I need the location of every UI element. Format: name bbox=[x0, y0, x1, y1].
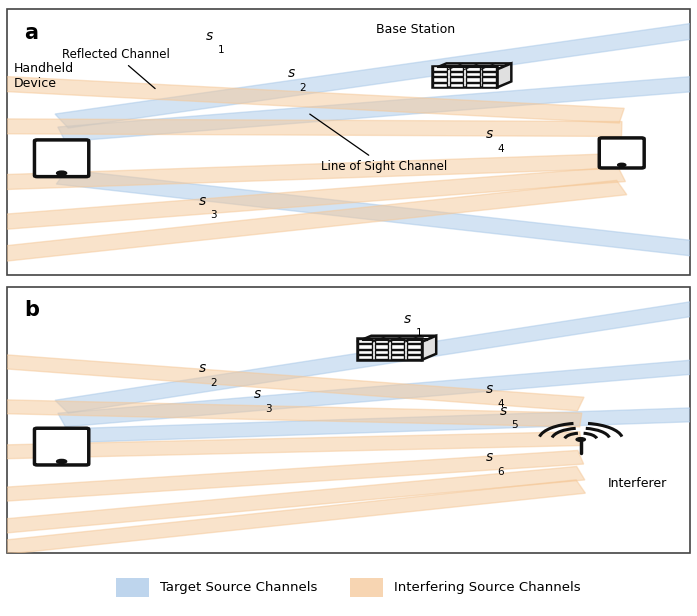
FancyBboxPatch shape bbox=[374, 344, 388, 349]
FancyBboxPatch shape bbox=[358, 349, 372, 354]
Polygon shape bbox=[0, 119, 622, 137]
Text: $s$: $s$ bbox=[485, 128, 494, 141]
Text: $s$: $s$ bbox=[499, 403, 507, 418]
Text: $s$: $s$ bbox=[403, 312, 412, 326]
Polygon shape bbox=[58, 76, 697, 142]
Polygon shape bbox=[55, 23, 697, 128]
Circle shape bbox=[56, 460, 66, 463]
Text: $s$: $s$ bbox=[287, 66, 296, 80]
FancyBboxPatch shape bbox=[450, 83, 464, 87]
FancyBboxPatch shape bbox=[374, 339, 388, 343]
Polygon shape bbox=[0, 180, 627, 261]
Polygon shape bbox=[497, 63, 512, 87]
FancyBboxPatch shape bbox=[43, 146, 81, 168]
FancyBboxPatch shape bbox=[606, 143, 637, 160]
Polygon shape bbox=[55, 302, 697, 413]
FancyBboxPatch shape bbox=[482, 83, 496, 87]
Circle shape bbox=[576, 437, 585, 441]
FancyBboxPatch shape bbox=[358, 344, 372, 349]
Polygon shape bbox=[0, 76, 625, 123]
Polygon shape bbox=[357, 336, 436, 342]
Polygon shape bbox=[0, 167, 625, 229]
Text: 2: 2 bbox=[299, 83, 306, 93]
Text: 6: 6 bbox=[498, 467, 504, 477]
Polygon shape bbox=[0, 153, 623, 190]
FancyBboxPatch shape bbox=[434, 77, 447, 82]
Legend: Target Source Channels, Interfering Source Channels: Target Source Channels, Interfering Sour… bbox=[112, 573, 585, 602]
Text: $s$: $s$ bbox=[485, 450, 494, 464]
FancyBboxPatch shape bbox=[450, 72, 464, 76]
FancyBboxPatch shape bbox=[599, 138, 644, 168]
Text: b: b bbox=[24, 300, 39, 320]
Text: 1: 1 bbox=[217, 46, 224, 55]
Polygon shape bbox=[0, 450, 583, 501]
FancyBboxPatch shape bbox=[407, 344, 420, 349]
Text: $s$: $s$ bbox=[485, 383, 494, 396]
FancyBboxPatch shape bbox=[43, 434, 81, 456]
FancyBboxPatch shape bbox=[407, 355, 420, 359]
FancyBboxPatch shape bbox=[34, 428, 89, 465]
FancyBboxPatch shape bbox=[466, 72, 480, 76]
Circle shape bbox=[618, 163, 626, 166]
Polygon shape bbox=[0, 355, 584, 411]
FancyBboxPatch shape bbox=[466, 83, 480, 87]
Text: Reflected Channel: Reflected Channel bbox=[61, 48, 169, 89]
Text: $s$: $s$ bbox=[198, 361, 207, 375]
Circle shape bbox=[56, 171, 66, 175]
Text: 4: 4 bbox=[498, 144, 504, 154]
FancyBboxPatch shape bbox=[358, 339, 372, 343]
FancyBboxPatch shape bbox=[434, 67, 447, 71]
FancyBboxPatch shape bbox=[482, 72, 496, 76]
FancyBboxPatch shape bbox=[482, 77, 496, 82]
Text: 3: 3 bbox=[210, 211, 217, 221]
FancyBboxPatch shape bbox=[466, 67, 480, 71]
FancyBboxPatch shape bbox=[7, 287, 690, 553]
FancyBboxPatch shape bbox=[374, 349, 388, 354]
FancyBboxPatch shape bbox=[34, 140, 89, 177]
FancyBboxPatch shape bbox=[407, 349, 420, 354]
FancyBboxPatch shape bbox=[7, 9, 690, 275]
Text: Line of Sight Channel: Line of Sight Channel bbox=[309, 114, 447, 172]
Text: $s$: $s$ bbox=[205, 29, 214, 43]
Polygon shape bbox=[0, 480, 585, 554]
FancyBboxPatch shape bbox=[450, 67, 464, 71]
Polygon shape bbox=[432, 63, 512, 70]
FancyBboxPatch shape bbox=[357, 338, 422, 360]
Text: 3: 3 bbox=[265, 403, 272, 413]
FancyBboxPatch shape bbox=[374, 355, 388, 359]
Text: 5: 5 bbox=[511, 420, 518, 431]
Polygon shape bbox=[0, 466, 585, 533]
Polygon shape bbox=[0, 400, 582, 427]
FancyBboxPatch shape bbox=[391, 339, 404, 343]
Polygon shape bbox=[0, 432, 582, 459]
Text: $s$: $s$ bbox=[198, 194, 207, 208]
FancyBboxPatch shape bbox=[391, 355, 404, 359]
FancyBboxPatch shape bbox=[466, 77, 480, 82]
Text: 1: 1 bbox=[415, 328, 422, 338]
FancyBboxPatch shape bbox=[450, 77, 464, 82]
FancyBboxPatch shape bbox=[407, 339, 420, 343]
Text: $s$: $s$ bbox=[253, 387, 262, 401]
Text: Handheld
Device: Handheld Device bbox=[14, 62, 74, 91]
Text: Base Station: Base Station bbox=[376, 23, 455, 36]
Polygon shape bbox=[58, 360, 697, 427]
Text: Interferer: Interferer bbox=[608, 477, 667, 490]
FancyBboxPatch shape bbox=[434, 83, 447, 87]
Polygon shape bbox=[60, 408, 697, 443]
FancyBboxPatch shape bbox=[482, 67, 496, 71]
FancyBboxPatch shape bbox=[391, 349, 404, 354]
FancyBboxPatch shape bbox=[434, 72, 447, 76]
Text: 4: 4 bbox=[498, 399, 504, 409]
Polygon shape bbox=[56, 170, 697, 256]
FancyBboxPatch shape bbox=[432, 66, 497, 87]
FancyBboxPatch shape bbox=[358, 355, 372, 359]
Text: a: a bbox=[24, 23, 38, 43]
Polygon shape bbox=[422, 336, 436, 360]
FancyBboxPatch shape bbox=[391, 344, 404, 349]
Text: 2: 2 bbox=[210, 378, 217, 387]
